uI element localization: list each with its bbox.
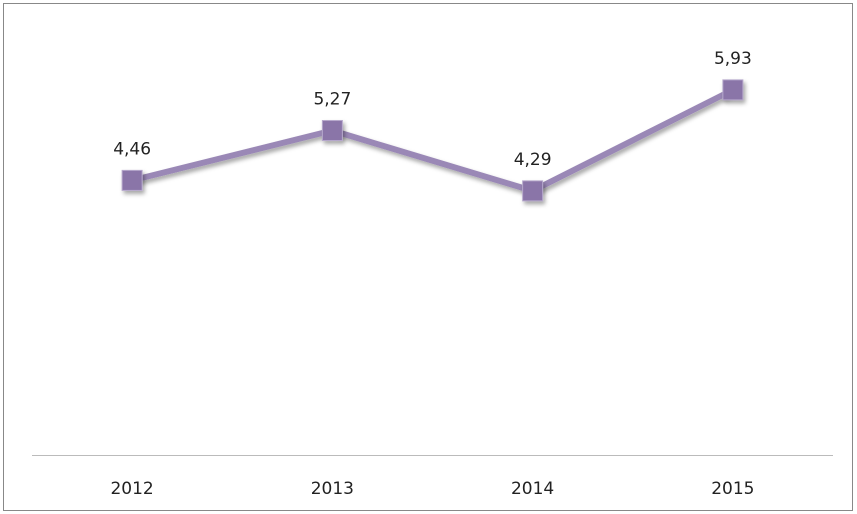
chart-border: [3, 3, 853, 511]
line: [131, 87, 735, 194]
data-label: 5,93: [714, 49, 752, 69]
marker: [722, 79, 744, 101]
x-tick-label: 2013: [311, 479, 354, 499]
x-tick-label: 2015: [711, 479, 754, 499]
marker: [121, 169, 143, 191]
marker: [522, 180, 544, 202]
data-label: 4,29: [514, 150, 552, 170]
data-label: 4,46: [113, 139, 151, 159]
x-tick-label: 2012: [110, 479, 153, 499]
data-label: 5,27: [313, 90, 351, 110]
x-tick-label: 2014: [511, 479, 554, 499]
marker: [321, 120, 343, 142]
